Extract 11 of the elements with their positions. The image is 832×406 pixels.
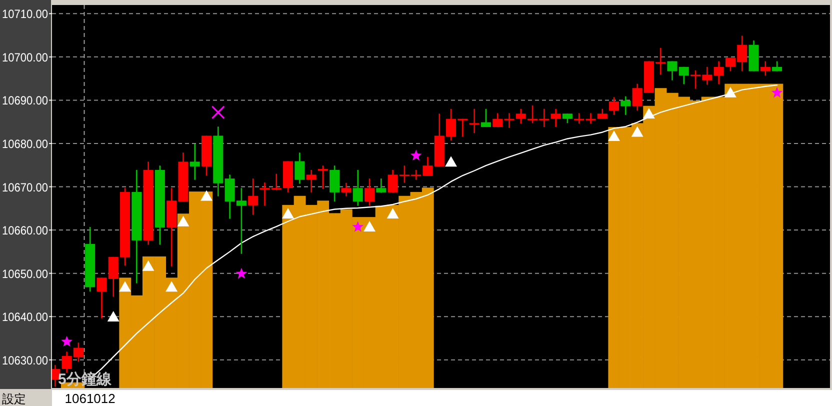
y-tick-label: 10650.00 — [2, 266, 52, 281]
y-tick-label: 10630.00 — [2, 353, 52, 368]
x-tick-label: 1061012 — [64, 391, 116, 406]
y-tick-label: 10660.00 — [2, 224, 52, 238]
y-tick-label: 10710.00 — [2, 7, 52, 22]
y-tick-label: 10640.00 — [2, 310, 52, 324]
text: 設定 — [2, 392, 26, 406]
y-tick-label: 10680.00 — [2, 136, 52, 151]
y-tick-label: 10670.00 — [2, 180, 52, 194]
y-tick-label: 10700.00 — [2, 50, 52, 64]
y-tick-label: 10690.00 — [2, 94, 52, 108]
